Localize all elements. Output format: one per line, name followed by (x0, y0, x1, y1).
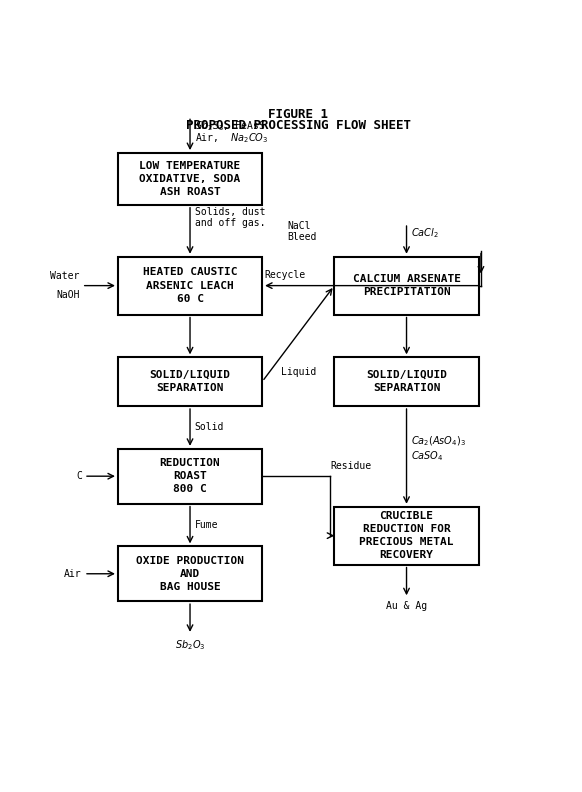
Bar (118, 257, 262, 314)
Text: $Ca_2(AsO_4)_3$: $Ca_2(AsO_4)_3$ (411, 434, 466, 448)
Text: NaCl: NaCl (287, 221, 311, 231)
Text: C: C (76, 471, 81, 482)
Text: CALCIUM ARSENATE
PRECIPITATION: CALCIUM ARSENATE PRECIPITATION (353, 274, 460, 297)
Bar (118, 357, 262, 406)
Text: SOLID/LIQUID
SEPARATION: SOLID/LIQUID SEPARATION (366, 370, 447, 394)
Bar (118, 449, 262, 504)
Text: Solids, dust: Solids, dust (194, 208, 265, 217)
Text: Air: Air (64, 569, 81, 579)
Text: Solid: Solid (194, 422, 224, 432)
Bar (334, 507, 479, 565)
Text: SOLID/LIQUID
SEPARATION: SOLID/LIQUID SEPARATION (150, 370, 230, 394)
Text: HEATED CAUSTIC
ARSENIC LEACH
60 C: HEATED CAUSTIC ARSENIC LEACH 60 C (143, 268, 237, 304)
Bar (334, 357, 479, 406)
Text: Bleed: Bleed (287, 232, 317, 242)
Bar (334, 257, 479, 314)
Text: Water: Water (50, 272, 80, 281)
Text: Au & Ag: Au & Ag (386, 601, 427, 611)
Text: $CaSO_4$: $CaSO_4$ (411, 450, 443, 463)
Text: Air,  $Na_2CO_3$: Air, $Na_2CO_3$ (196, 131, 269, 146)
Text: REDUCTION
ROAST
800 C: REDUCTION ROAST 800 C (159, 458, 221, 494)
Text: Fume: Fume (194, 520, 218, 530)
Text: and off gas.: and off gas. (194, 218, 265, 227)
Bar (118, 153, 262, 205)
Text: FIGURE 1: FIGURE 1 (268, 108, 328, 121)
Text: CRUCIBLE
REDUCTION FOR
PRECIOUS METAL
RECOVERY: CRUCIBLE REDUCTION FOR PRECIOUS METAL RE… (359, 511, 454, 561)
Text: NaOH: NaOH (56, 290, 80, 299)
Text: $Sb_2O_3$: $Sb_2O_3$ (175, 638, 205, 652)
Text: LOW TEMPERATURE
OXIDATIVE, SODA
ASH ROAST: LOW TEMPERATURE OXIDATIVE, SODA ASH ROAS… (140, 161, 240, 197)
Text: $Sb_2S_3$, FeAsS: $Sb_2S_3$, FeAsS (196, 120, 265, 133)
Bar (118, 546, 262, 601)
Text: $CaCl_2$: $CaCl_2$ (411, 227, 439, 240)
Text: OXIDE PRODUCTION
AND
BAG HOUSE: OXIDE PRODUCTION AND BAG HOUSE (136, 555, 244, 592)
Text: Liquid: Liquid (281, 367, 316, 377)
Text: Recycle: Recycle (264, 269, 306, 280)
Text: PROPOSED PROCESSING FLOW SHEET: PROPOSED PROCESSING FLOW SHEET (186, 119, 411, 132)
Text: Residue: Residue (331, 461, 372, 471)
